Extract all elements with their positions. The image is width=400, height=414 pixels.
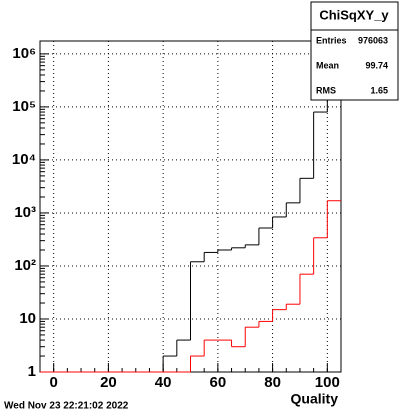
x-tick-label: 60 bbox=[210, 374, 227, 391]
y-tick-label: 10² bbox=[14, 257, 36, 274]
x-tick-label: 40 bbox=[155, 374, 172, 391]
y-tick-label: 10 bbox=[19, 310, 36, 327]
y-tick-label: 10⁴ bbox=[12, 151, 36, 168]
y-tick-label: 1 bbox=[28, 363, 36, 380]
x-tick-label: 80 bbox=[264, 374, 281, 391]
y-tick-label: 10⁶ bbox=[12, 45, 36, 62]
stats-box bbox=[310, 1, 399, 101]
stats-value: 99.74 bbox=[365, 60, 388, 70]
x-tick-label: 20 bbox=[100, 374, 117, 391]
x-tick-label: 100 bbox=[315, 374, 340, 391]
y-tick-label: 10⁵ bbox=[12, 98, 36, 115]
stats-label: Mean bbox=[316, 60, 339, 70]
stats-value: 1.65 bbox=[370, 85, 388, 95]
stats-title: ChiSqXY_y bbox=[319, 7, 389, 22]
stats-label: RMS bbox=[316, 85, 336, 95]
timestamp: Wed Nov 23 22:21:02 2022 bbox=[4, 401, 129, 412]
y-tick-label: 10³ bbox=[14, 204, 36, 221]
x-axis-label: Quality bbox=[291, 391, 339, 407]
stats-label: Entries bbox=[316, 35, 347, 45]
x-tick-label: 0 bbox=[50, 374, 58, 391]
stats-value: 976063 bbox=[358, 35, 388, 45]
